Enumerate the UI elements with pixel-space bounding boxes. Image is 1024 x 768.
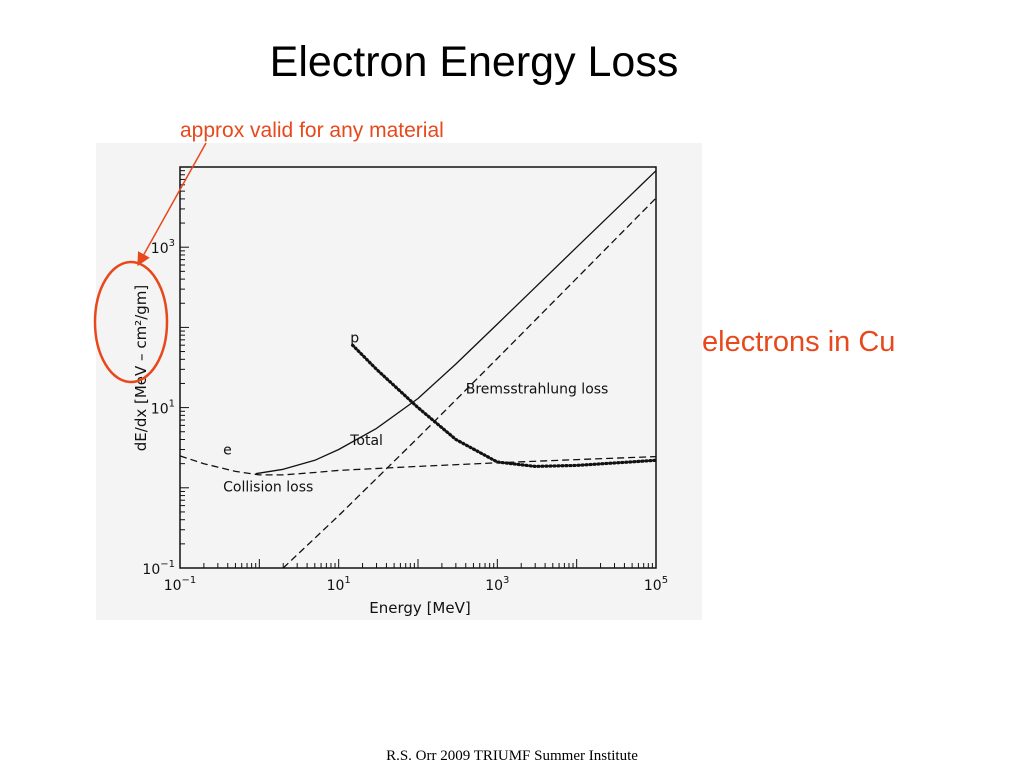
- series-line-p: [351, 343, 658, 468]
- x-axis-ticks: 10−1 101 103 105: [164, 559, 668, 594]
- scanned-figure-background: [96, 143, 702, 620]
- slide-title: Electron Energy Loss: [269, 38, 679, 86]
- curve-labels: e Total Collision loss Bremsstrahlung loss p: [223, 330, 608, 495]
- series-line-bremsstrahlung-loss: [282, 197, 657, 569]
- x-axis-label: Energy [MeV]: [369, 599, 470, 617]
- y-tick-label: 101: [151, 399, 175, 418]
- x-tick-label: 101: [327, 575, 351, 594]
- curve-label-e: e: [223, 443, 232, 459]
- curve-label-bremsstrahlung-loss: Bremsstrahlung loss: [466, 381, 609, 397]
- plot-frame: [179, 166, 657, 569]
- series-layer: [179, 170, 658, 569]
- y-axis-label: dE/dx [MeV – cm²/gm]: [132, 285, 150, 451]
- curve-label-collision-loss: Collision loss: [223, 479, 313, 495]
- curve-label-p: p: [350, 330, 359, 346]
- slide-footer: R.S. Orr 2009 TRIUMF Summer Institute: [386, 748, 638, 764]
- y-axis-label-highlight-circle: [93, 260, 169, 384]
- x-tick-label: 103: [485, 575, 509, 594]
- y-tick-label: 10−1: [142, 559, 175, 578]
- curve-label-total: Total: [349, 433, 383, 449]
- y-axis-ticks: 10−1 101 103: [142, 170, 189, 578]
- x-tick-label: 10−1: [164, 575, 197, 594]
- annotation-note: approx valid for any material: [180, 119, 444, 142]
- y-tick-label: 103: [151, 238, 175, 257]
- annotation-arrow: [137, 142, 207, 267]
- x-tick-label: 105: [644, 575, 668, 594]
- series-line-collision-loss: [179, 455, 657, 476]
- series-line-total: [255, 170, 657, 475]
- material-label: electrons in Cu: [702, 326, 896, 358]
